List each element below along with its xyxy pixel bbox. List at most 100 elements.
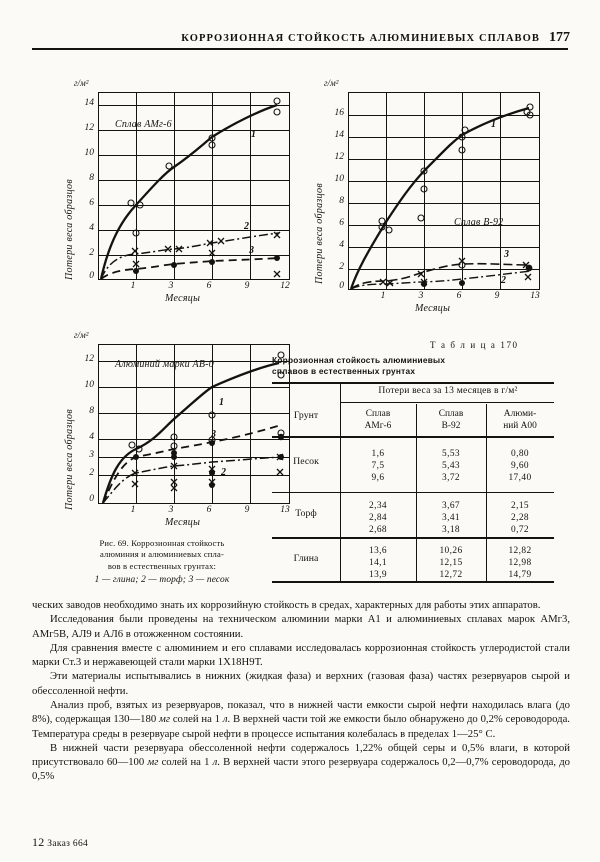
chart-amg6-curve-label-2: 2 xyxy=(244,221,249,232)
table-cell-a00: 12,82 12,98 14,79 xyxy=(508,546,532,581)
chart-amg6-ytick-10: 10 xyxy=(84,148,95,158)
table-col-header-a00-line1: Алюми- xyxy=(503,409,537,419)
table-col-header-a00-line2: ний А00 xyxy=(503,421,537,432)
body-text: ческих заводов необходимо знать их корро… xyxy=(32,598,570,784)
paragraph-6: В нижней части резервуара обессоленной н… xyxy=(32,741,570,784)
paragraph-1: ческих заводов необходимо знать их корро… xyxy=(32,599,541,611)
table-rule-after-peat xyxy=(272,537,554,539)
table-number: Т а б л и ц а 170 xyxy=(430,340,519,350)
chart-amg6-xtick-9: 9 xyxy=(244,281,250,291)
chart-amg6-ytick-6: 6 xyxy=(89,198,94,208)
figure-caption-line2: алюминия и алюминиевых спла- xyxy=(100,549,224,560)
paragraph-5-unit-mg: мг xyxy=(159,713,170,726)
paragraph-5-unit-l: л xyxy=(222,713,228,726)
paragraph-4: Эти материалы испытывались в нижних (жид… xyxy=(32,670,570,697)
table-spanner-header: Потери веса за 13 месяцев в г/м² xyxy=(378,385,518,396)
chart-av0-curve-label-2: 2 xyxy=(221,467,226,478)
chart-av0-xlabel: Месяцы xyxy=(165,517,201,528)
chart-av0-ytick-4: 4 xyxy=(89,432,94,442)
chart-av0-ytick-0: 0 xyxy=(89,494,94,504)
chart-amg6-ytick-14: 14 xyxy=(84,98,95,108)
order-number: Заказ 664 xyxy=(47,839,89,849)
paragraph-5: Анализ проб, взятых из резервуаров, пока… xyxy=(32,698,570,741)
table-cell-a00: 2,15 2,28 0,72 xyxy=(510,501,529,536)
table-caption-line2: сплавов в естественных грунтах xyxy=(272,366,416,377)
table-col-header-v92: Сплав В-92 xyxy=(416,408,486,432)
table-vline-1 xyxy=(340,384,341,581)
chart-av0-ytick-2: 2 xyxy=(89,468,94,478)
table-col-header-soil: Грунт xyxy=(293,410,319,421)
paragraph-5-part-e: . В верхней части той же емкости было об… xyxy=(32,713,570,740)
paragraph-3: Для сравнения вместе с алюминием и его с… xyxy=(32,641,570,669)
chart-v92-plot-area: Сплав В-92 1 3 2 xyxy=(348,92,540,290)
table-cell-soil: Глина xyxy=(293,553,319,564)
chart-amg6-ytick-0: 0 xyxy=(89,271,94,281)
chart-v92-xtick-9: 9 xyxy=(494,291,500,301)
table-caption: Коррозионная стойкость алюминиевых сплав… xyxy=(272,355,552,378)
chart-av0-xtick-9: 9 xyxy=(244,505,250,515)
chart-amg6-title: Сплав АМг-6 xyxy=(115,119,172,130)
chart-amg6-xtick-6: 6 xyxy=(206,281,212,291)
chart-amg6-xtick-1: 1 xyxy=(130,281,136,291)
chart-av0-ytick-3: 3 xyxy=(89,450,94,460)
chart-v92-title: Сплав В-92 xyxy=(454,217,504,228)
chart-amg6-curve-label-3: 3 xyxy=(249,245,254,256)
chart-v92-units: г/м² xyxy=(324,78,339,88)
paragraph-6-unit-l: л xyxy=(212,756,218,769)
chart-av0-xtick-3: 3 xyxy=(168,505,174,515)
table-cell-soil: Песок xyxy=(293,456,319,467)
chart-amg6-curve-label-1: 1 xyxy=(251,129,256,140)
table-cell-v92: 5,53 5,43 3,72 xyxy=(441,449,460,484)
chart-v92-curve-label-2: 2 xyxy=(501,275,506,286)
table-rule-under-spanner xyxy=(340,402,554,404)
table-cell-soil: Торф xyxy=(295,508,317,519)
chart-amg6-units: г/м² xyxy=(74,78,89,88)
chart-amg6-ytick-2: 2 xyxy=(89,248,94,258)
chart-v92-ytick-2: 2 xyxy=(339,262,344,272)
chart-av0-title: Алюминий марки АВ-0 xyxy=(115,359,214,370)
paragraph-6-part-c: солей на 1 xyxy=(158,756,213,769)
table-rule-top xyxy=(272,382,554,384)
chart-v92-ytick-0: 0 xyxy=(339,281,344,291)
chart-av0-ytick-12: 12 xyxy=(84,354,95,364)
table-col-header-v92-line2: В-92 xyxy=(441,421,461,432)
chart-v92-curve-label-3: 3 xyxy=(504,249,509,260)
chart-v92-xtick-13: 13 xyxy=(530,291,540,301)
table-cell-a00: 0,80 9,60 17,40 xyxy=(508,449,532,484)
figure-caption-line1: Рис. 69. Коррозионная стойкость xyxy=(99,538,225,548)
figure-caption-legend: 1 — глина; 2 — торф; 3 — песок xyxy=(94,575,230,586)
chart-amg6-ytick-8: 8 xyxy=(89,173,94,183)
paragraph-2: Исследования были проведены на техническ… xyxy=(32,613,570,640)
chart-v92-ytick-16: 16 xyxy=(334,108,345,118)
chart-amg6-xtick-12: 12 xyxy=(280,281,290,291)
table-col-header-a00: Алюми- ний А00 xyxy=(486,408,554,432)
chart-v92-xtick-3: 3 xyxy=(418,291,424,301)
chart-av0-xtick-13: 13 xyxy=(280,505,290,515)
paragraph-6-part-a: В нижней части резервуара обессоленной н… xyxy=(32,741,570,769)
table-caption-line1: Коррозионная стойкость алюминиевых xyxy=(272,355,446,365)
running-head-title: КОРРОЗИОННАЯ СТОЙКОСТЬ АЛЮМИНИЕВЫХ СПЛАВ… xyxy=(181,33,540,44)
chart-v92-ytick-14: 14 xyxy=(334,130,345,140)
chart-v92-ytick-12: 12 xyxy=(334,152,345,162)
chart-av0-curve-label-3: 3 xyxy=(211,429,216,440)
figure-chart-v92: г/м² Потери веса образцов xyxy=(310,78,555,318)
table-rule-bottom xyxy=(272,581,554,583)
chart-v92-curve-label-1: 1 xyxy=(491,119,496,130)
table-vline-2 xyxy=(416,404,417,581)
figure-caption-line3: вов в естественных грунтах: xyxy=(107,560,217,571)
table-cell-v92: 10,26 12,15 12,72 xyxy=(439,546,463,581)
figure-caption: Рис. 69. Коррозионная стойкость алюминия… xyxy=(56,538,268,586)
paragraph-5-part-c: солей на 1 xyxy=(170,713,223,726)
table-col-header-amg6-line2: АМг-6 xyxy=(364,421,392,432)
paragraph-6-unit-mg: мг xyxy=(147,756,159,769)
chart-av0-xtick-1: 1 xyxy=(130,505,136,515)
chart-av0-ytick-10: 10 xyxy=(84,380,95,390)
chart-v92-ytick-4: 4 xyxy=(339,240,344,250)
chart-av0-ytick-8: 8 xyxy=(89,406,94,416)
chart-v92-ytick-10: 10 xyxy=(334,174,345,184)
chart-amg6-ytick-12: 12 xyxy=(84,123,95,133)
chart-av0-units: г/м² xyxy=(74,330,89,340)
chart-v92-xlabel: Месяцы xyxy=(415,303,451,314)
running-head: КОРРОЗИОННАЯ СТОЙКОСТЬ АЛЮМИНИЕВЫХ СПЛАВ… xyxy=(30,28,570,46)
